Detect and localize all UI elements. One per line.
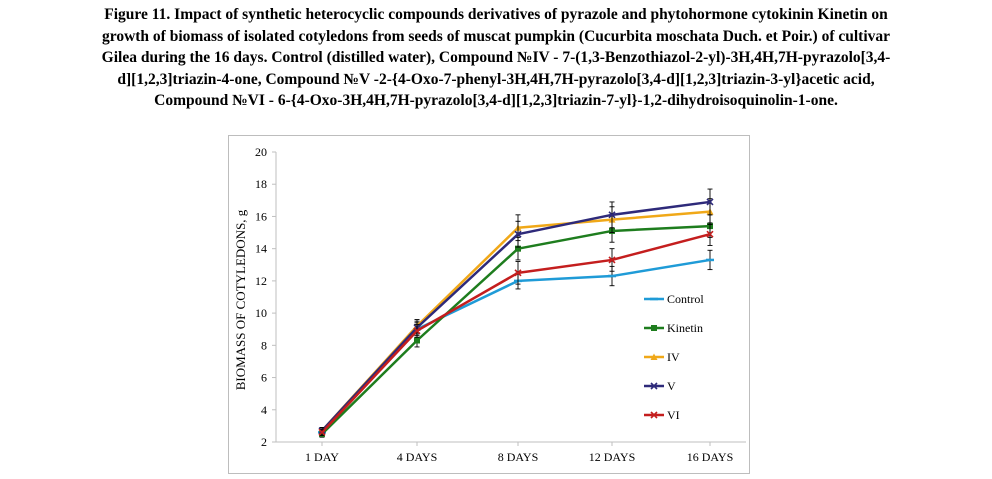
x-tick-label: 1 DAY xyxy=(305,450,339,464)
x-tick-label: 12 DAYS xyxy=(589,450,636,464)
data-point xyxy=(515,245,521,252)
line-chart: 2 4 6 8 10 12 14 16 18 20 1 DAY 4 DAYS 8 DAYS 12 DAYS… xyxy=(233,145,746,464)
legend-label: V xyxy=(667,379,676,393)
y-tick-label: 10 xyxy=(255,306,267,320)
data-point xyxy=(413,327,421,335)
legend-label: VI xyxy=(667,408,680,422)
y-tick-label: 18 xyxy=(255,177,267,191)
y-tick-label: 14 xyxy=(255,242,267,256)
y-tick-label: 8 xyxy=(261,338,267,352)
data-point xyxy=(318,428,326,436)
y-tick-label: 20 xyxy=(255,145,267,159)
data-point xyxy=(514,230,522,238)
series-line-iv xyxy=(321,210,711,432)
x-tick-label: 4 DAYS xyxy=(397,450,438,464)
legend-label: Control xyxy=(667,292,704,306)
data-point xyxy=(514,269,522,277)
caption-line-2: growth of biomass of isolated cotyledons… xyxy=(101,27,891,45)
y-tick-label: 6 xyxy=(261,371,267,385)
legend-marker xyxy=(650,382,658,390)
caption-line-3: Gilea during the 16 days. Control (disti… xyxy=(101,49,891,66)
legend-marker xyxy=(651,325,657,331)
y-tick-label: 12 xyxy=(255,274,267,288)
caption-line-5: Compound №VI - 6-{4-Oxo-3H,4H,7H-pyrazol… xyxy=(154,92,838,109)
y-axis-label: BIOMASS OF COTYLEDONS, g xyxy=(233,209,248,390)
data-point xyxy=(414,337,420,344)
caption-line-1: Figure 11. Impact of synthetic heterocyc… xyxy=(104,6,888,23)
x-tick-label: 8 DAYS xyxy=(498,450,539,464)
y-tick-label: 2 xyxy=(261,435,267,449)
data-point xyxy=(706,230,714,238)
figure-caption: Figure 11. Impact of synthetic heterocyc… xyxy=(0,4,992,112)
data-point xyxy=(706,198,714,206)
legend-label: Kinetin xyxy=(667,321,703,335)
x-tick-label: 16 DAYS xyxy=(687,450,734,464)
chart-frame: 2 4 6 8 10 12 14 16 18 20 1 DAY 4 DAYS 8 DAYS 12 DAYS… xyxy=(228,135,750,474)
y-tick-label: 16 xyxy=(255,209,267,223)
data-point xyxy=(608,256,616,264)
y-tick-label: 4 xyxy=(261,403,267,417)
legend-label: IV xyxy=(667,350,680,364)
legend-marker xyxy=(650,353,658,360)
legend-marker xyxy=(650,411,658,419)
series-line-vi xyxy=(321,232,711,434)
data-point xyxy=(608,211,616,219)
series-line-control xyxy=(321,258,711,434)
caption-line-4: d][1,2,3]triazin-4-one, Compound №V -2-{… xyxy=(117,70,875,88)
